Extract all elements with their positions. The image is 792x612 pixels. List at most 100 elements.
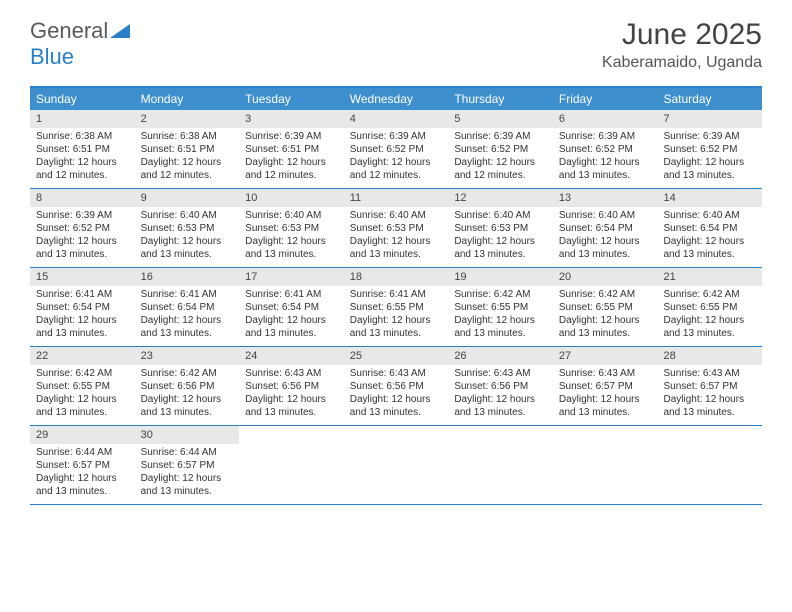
sunrise-line: Sunrise: 6:43 AM [454, 367, 547, 380]
day-cell: 10Sunrise: 6:40 AMSunset: 6:53 PMDayligh… [239, 189, 344, 267]
sunset-line: Sunset: 6:54 PM [559, 222, 652, 235]
day-cell-empty [448, 426, 553, 504]
day-number: 30 [135, 426, 240, 444]
sunset-line: Sunset: 6:52 PM [350, 143, 443, 156]
day-details: Sunrise: 6:39 AMSunset: 6:52 PMDaylight:… [344, 130, 449, 182]
day-cell: 11Sunrise: 6:40 AMSunset: 6:53 PMDayligh… [344, 189, 449, 267]
daylight-line: Daylight: 12 hours and 13 minutes. [559, 235, 652, 261]
day-cell: 23Sunrise: 6:42 AMSunset: 6:56 PMDayligh… [135, 347, 240, 425]
day-number: 1 [30, 110, 135, 128]
sunrise-line: Sunrise: 6:40 AM [454, 209, 547, 222]
day-cell: 6Sunrise: 6:39 AMSunset: 6:52 PMDaylight… [553, 110, 658, 188]
sunrise-line: Sunrise: 6:39 AM [663, 130, 756, 143]
day-number: 9 [135, 189, 240, 207]
title-block: June 2025 Kaberamaido, Uganda [602, 18, 762, 72]
weekday-header: Thursday [448, 88, 553, 110]
logo-triangle-icon [110, 18, 130, 43]
daylight-line: Daylight: 12 hours and 13 minutes. [141, 393, 234, 419]
day-number: 21 [657, 268, 762, 286]
day-details: Sunrise: 6:41 AMSunset: 6:54 PMDaylight:… [135, 288, 240, 340]
daylight-line: Daylight: 12 hours and 12 minutes. [350, 156, 443, 182]
sunset-line: Sunset: 6:56 PM [454, 380, 547, 393]
sunrise-line: Sunrise: 6:40 AM [141, 209, 234, 222]
daylight-line: Daylight: 12 hours and 13 minutes. [454, 235, 547, 261]
sunrise-line: Sunrise: 6:40 AM [559, 209, 652, 222]
daylight-line: Daylight: 12 hours and 13 minutes. [350, 314, 443, 340]
day-number: 12 [448, 189, 553, 207]
day-number: 22 [30, 347, 135, 365]
day-cell: 29Sunrise: 6:44 AMSunset: 6:57 PMDayligh… [30, 426, 135, 504]
day-cell: 2 Sunrise: 6:38 AMSunset: 6:51 PMDaylight… [135, 110, 240, 188]
day-number: 29 [30, 426, 135, 444]
day-cell: 4Sunrise: 6:39 AMSunset: 6:52 PMDaylight… [344, 110, 449, 188]
day-cell-empty [553, 426, 658, 504]
day-details: Sunrise: 6:42 AMSunset: 6:56 PMDaylight:… [135, 367, 240, 419]
day-number: 18 [344, 268, 449, 286]
day-cell: 3Sunrise: 6:39 AMSunset: 6:51 PMDaylight… [239, 110, 344, 188]
daylight-line: Daylight: 12 hours and 13 minutes. [141, 472, 234, 498]
day-cell: 21Sunrise: 6:42 AMSunset: 6:55 PMDayligh… [657, 268, 762, 346]
day-details: Sunrise: 6:42 AMSunset: 6:55 PMDaylight:… [553, 288, 658, 340]
day-number: 17 [239, 268, 344, 286]
daylight-line: Daylight: 12 hours and 13 minutes. [245, 235, 338, 261]
daylight-line: Daylight: 12 hours and 13 minutes. [559, 156, 652, 182]
day-number: 2 [135, 110, 240, 128]
day-number: 7 [657, 110, 762, 128]
sunset-line: Sunset: 6:57 PM [141, 459, 234, 472]
day-details: Sunrise: 6:41 AMSunset: 6:54 PMDaylight:… [30, 288, 135, 340]
sunrise-line: Sunrise: 6:39 AM [454, 130, 547, 143]
sunrise-line: Sunrise: 6:42 AM [454, 288, 547, 301]
logo: General Blue [30, 18, 130, 70]
day-cell: 24Sunrise: 6:43 AMSunset: 6:56 PMDayligh… [239, 347, 344, 425]
daylight-line: Daylight: 12 hours and 13 minutes. [663, 235, 756, 261]
sunset-line: Sunset: 6:53 PM [350, 222, 443, 235]
sunset-line: Sunset: 6:52 PM [36, 222, 129, 235]
day-details: Sunrise: 6:43 AMSunset: 6:57 PMDaylight:… [657, 367, 762, 419]
sunrise-line: Sunrise: 6:41 AM [245, 288, 338, 301]
day-cell: 26Sunrise: 6:43 AMSunset: 6:56 PMDayligh… [448, 347, 553, 425]
sunrise-line: Sunrise: 6:43 AM [350, 367, 443, 380]
weekday-header: Monday [135, 88, 240, 110]
day-details: Sunrise: 6:43 AMSunset: 6:56 PMDaylight:… [344, 367, 449, 419]
day-cell: 25Sunrise: 6:43 AMSunset: 6:56 PMDayligh… [344, 347, 449, 425]
sunrise-line: Sunrise: 6:39 AM [36, 209, 129, 222]
sunrise-line: Sunrise: 6:43 AM [559, 367, 652, 380]
day-number: 13 [553, 189, 658, 207]
day-cell: 20Sunrise: 6:42 AMSunset: 6:55 PMDayligh… [553, 268, 658, 346]
day-details: Sunrise: 6:43 AMSunset: 6:57 PMDaylight:… [553, 367, 658, 419]
daylight-line: Daylight: 12 hours and 13 minutes. [36, 472, 129, 498]
week-row: 22 Sunrise: 6:42 AMSunset: 6:55 PMDayligh… [30, 347, 762, 426]
daylight-line: Daylight: 12 hours and 13 minutes. [141, 235, 234, 261]
day-number: 5 [448, 110, 553, 128]
sunset-line: Sunset: 6:55 PM [454, 301, 547, 314]
daylight-line: Daylight: 12 hours and 13 minutes. [663, 156, 756, 182]
daylight-line: Daylight: 12 hours and 13 minutes. [559, 314, 652, 340]
sunrise-line: Sunrise: 6:42 AM [663, 288, 756, 301]
daylight-line: Daylight: 12 hours and 13 minutes. [350, 393, 443, 419]
week-row: 1Sunrise: 6:38 AMSunset: 6:51 PMDaylight… [30, 110, 762, 189]
day-details: Sunrise: 6:39 AMSunset: 6:52 PMDaylight:… [30, 209, 135, 261]
sunset-line: Sunset: 6:55 PM [350, 301, 443, 314]
sunset-line: Sunset: 6:51 PM [245, 143, 338, 156]
sunrise-line: Sunrise: 6:39 AM [350, 130, 443, 143]
week-row: 15Sunrise: 6:41 AMSunset: 6:54 PMDayligh… [30, 268, 762, 347]
day-details: Sunrise: 6:42 AMSunset: 6:55 PMDaylight:… [30, 367, 135, 419]
sunrise-line: Sunrise: 6:43 AM [245, 367, 338, 380]
sunrise-line: Sunrise: 6:44 AM [141, 446, 234, 459]
day-details: Sunrise: 6:40 AMSunset: 6:53 PMDaylight:… [448, 209, 553, 261]
daylight-line: Daylight: 12 hours and 13 minutes. [350, 235, 443, 261]
daylight-line: Daylight: 12 hours and 13 minutes. [559, 393, 652, 419]
weekday-header: Friday [553, 88, 658, 110]
sunset-line: Sunset: 6:55 PM [559, 301, 652, 314]
sunrise-line: Sunrise: 6:38 AM [141, 130, 234, 143]
calendar-body: 1Sunrise: 6:38 AMSunset: 6:51 PMDaylight… [30, 110, 762, 505]
sunset-line: Sunset: 6:56 PM [141, 380, 234, 393]
sunset-line: Sunset: 6:57 PM [559, 380, 652, 393]
daylight-line: Daylight: 12 hours and 13 minutes. [245, 314, 338, 340]
week-row: 29Sunrise: 6:44 AMSunset: 6:57 PMDayligh… [30, 426, 762, 505]
day-details: Sunrise: 6:38 AMSunset: 6:51 PMDaylight:… [135, 130, 240, 182]
day-cell: 8Sunrise: 6:39 AMSunset: 6:52 PMDaylight… [30, 189, 135, 267]
day-details: Sunrise: 6:39 AMSunset: 6:51 PMDaylight:… [239, 130, 344, 182]
sunset-line: Sunset: 6:55 PM [663, 301, 756, 314]
day-details: Sunrise: 6:38 AMSunset: 6:51 PMDaylight:… [30, 130, 135, 182]
